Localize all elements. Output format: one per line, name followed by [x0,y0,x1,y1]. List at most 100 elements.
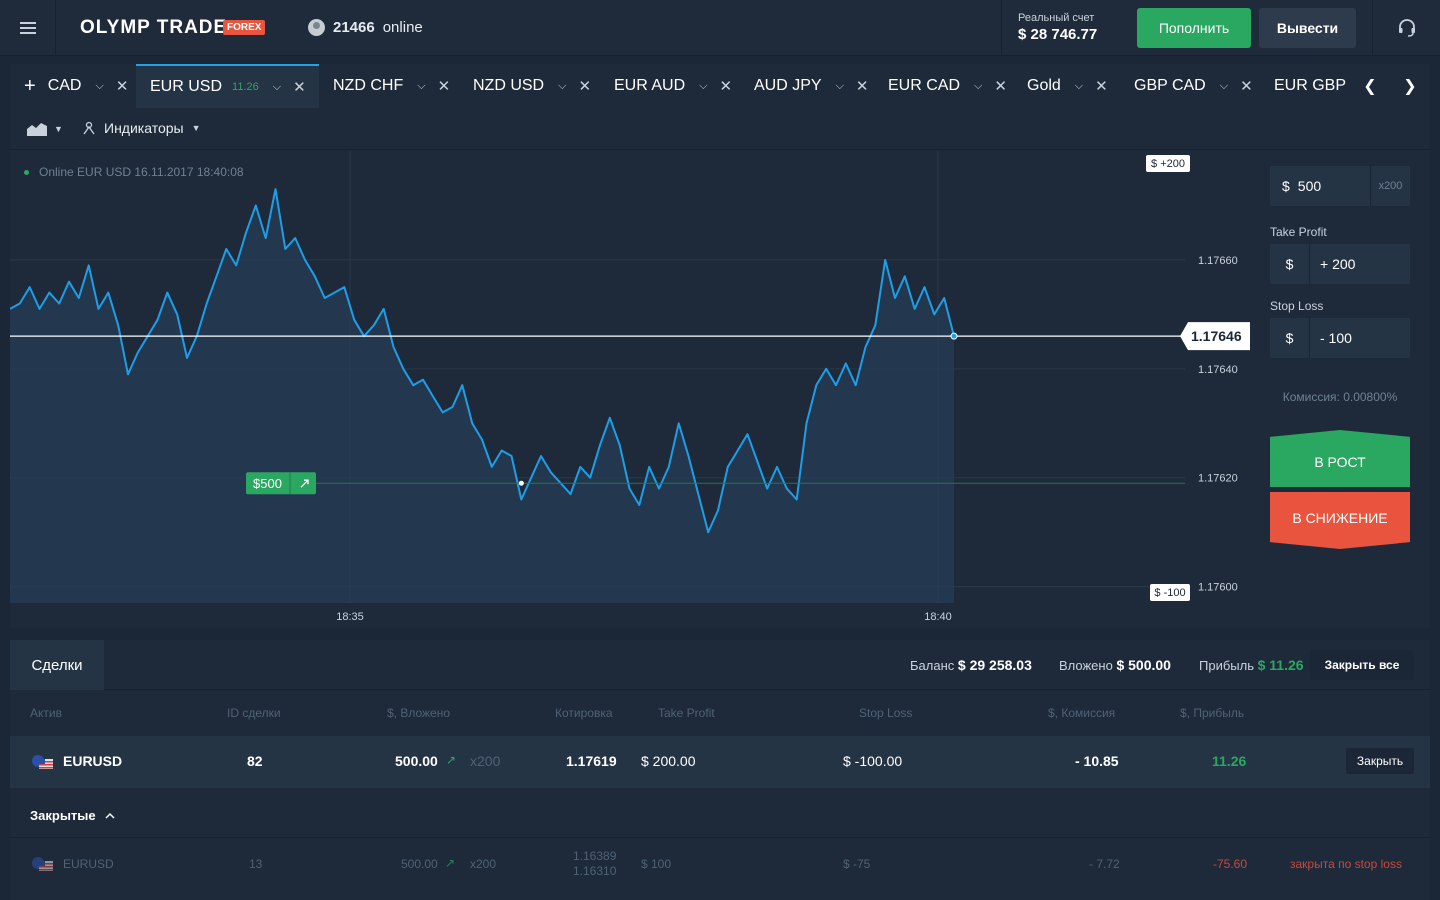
tab-nzd-usd[interactable]: NZD USD ⌵ ✕ [459,64,600,108]
closed-asset: EURUSD [63,857,114,871]
tab-label: CAD [47,77,82,94]
close-icon[interactable]: ✕ [115,78,129,95]
amount-value[interactable]: 500 [1297,178,1322,194]
chevron-down-icon[interactable]: ⌵ [974,79,983,92]
deal-commission: - 10.85 [1075,753,1119,769]
tab-aud-jpy[interactable]: AUD JPY ⌵ ✕ [740,64,874,108]
tab-deals[interactable]: Сделки [10,640,104,690]
profit-label: Прибыль [1199,658,1254,673]
account-selector[interactable]: Реальный счет $ 28 746.77 [1001,0,1121,56]
close-icon[interactable]: ✕ [719,78,733,95]
stop-loss-input[interactable]: $ - 100 [1270,318,1410,358]
tab-nzd-chf[interactable]: NZD CHF ⌵ ✕ [319,64,459,108]
chevron-up-icon [105,812,115,819]
closed-quote-open: 1.16389 [573,849,617,863]
deals-panel: Сделки Баланс $ 29 258.03 Вложено $ 500.… [10,640,1430,900]
closed-deals-toggle[interactable]: Закрытые [10,794,1430,838]
take-profit-input[interactable]: $ + 200 [1270,244,1410,284]
close-icon[interactable]: ✕ [994,78,1007,95]
take-profit-value[interactable]: + 200 [1320,256,1356,272]
table-row[interactable]: EURUSD 13 500.00 ↗ x200 1.16389 1.16310 … [10,838,1430,890]
buy-up-button[interactable]: В РОСТ [1270,430,1410,487]
stop-loss-label: Stop Loss [1270,299,1324,313]
col-stop-loss: Stop Loss [859,706,913,720]
closed-id: 13 [249,857,263,871]
position-tag [246,472,316,495]
withdraw-button[interactable]: Вывести [1259,8,1356,48]
close-icon[interactable]: ✕ [1240,78,1253,95]
chevron-down-icon[interactable]: ⌵ [558,79,567,92]
eurusd-flag-icon [32,755,53,769]
y-tick-label: 1.17640 [1198,364,1238,376]
chart-type-selector[interactable]: ▼ [26,121,63,137]
col-invested: $, Вложено [387,706,451,720]
account-type: Реальный счет [1018,12,1095,24]
chart-online-label: Online EUR USD 16.11.2017 18:40:08 [24,165,244,179]
indicators-button[interactable]: Индикаторы ▼ [82,120,201,136]
invested-stat: Вложено $ 500.00 [1059,657,1171,673]
stop-loss-currency: $ [1270,318,1310,358]
table-row[interactable]: EURUSD 82 500.00 ↗ x200 1.17619 $ 200.00… [10,736,1430,788]
col-take-profit: Take Profit [658,706,715,720]
chevron-down-icon[interactable]: ⌵ [1074,79,1084,92]
stop-loss-tag [1150,584,1190,601]
logo[interactable]: OLYMP TRADE [80,17,228,38]
online-label: online [382,19,423,36]
multiplier-selector[interactable]: x200 [1370,166,1410,206]
chevron-down-icon[interactable]: ⌵ [417,79,426,92]
x-tick-label: 18:35 [336,611,364,623]
chart-panel: ▼ Индикаторы ▼ 1.17660 1.17640 1.17620 1.17… [9,108,1430,628]
balance-value: $ 29 258.03 [957,657,1032,673]
add-tab-icon[interactable]: + [24,74,36,97]
close-icon[interactable]: ✕ [293,79,306,96]
close-icon[interactable]: ✕ [1095,78,1108,95]
tab-label: EUR AUD [614,77,686,94]
deals-header: Сделки Баланс $ 29 258.03 Вложено $ 500.… [10,640,1430,690]
amount-currency: $ [1282,178,1290,194]
arrow-up-right-icon: ↗ [446,753,457,767]
take-profit-tag-label: $ +200 [1151,158,1185,170]
tab-eur-cad[interactable]: EUR CAD ⌵ ✕ [874,64,1013,108]
tab-eur-gbp[interactable]: EUR GBP [1260,64,1350,108]
chevron-down-icon[interactable]: ⌵ [95,79,104,92]
deal-invested: 500.00 [395,753,438,769]
online-count: 21466 [333,19,375,36]
tab-label: GBP CAD [1134,77,1206,94]
commission-label: Комиссия: 0.00800% [1282,390,1398,404]
tab-eur-aud[interactable]: EUR AUD ⌵ ✕ [600,64,740,108]
deal-take-profit: $ 200.00 [641,753,696,769]
tabs-prev-icon[interactable]: ❮ [1350,64,1390,108]
close-deal-button[interactable]: Закрыть [1346,748,1414,774]
account-balance: $ 28 746.77 [1018,26,1098,43]
deposit-button[interactable]: Пополнить [1137,8,1251,48]
sell-down-button[interactable]: В СНИЖЕНИЕ [1270,492,1410,549]
stop-loss-value[interactable]: - 100 [1320,330,1352,346]
chevron-down-icon[interactable]: ⌵ [835,79,844,92]
chart-svg[interactable]: 1.17660 1.17640 1.17620 1.17600 18:35 18:40 $5… [9,151,1260,628]
tab-eur-usd[interactable]: EUR USD 11.26 ⌵ ✕ [136,64,319,108]
close-icon[interactable]: ✕ [578,78,592,95]
amount-input[interactable]: $ 500 x200 [1270,166,1410,206]
chevron-down-icon[interactable]: ⌵ [699,79,708,92]
price-chart[interactable]: 1.17660 1.17640 1.17620 1.17600 18:35 18:40 $5… [9,151,1260,628]
indicator-icon [83,121,95,135]
chevron-down-icon[interactable]: ⌵ [272,80,282,93]
close-all-button[interactable]: Закрыть все [1310,650,1414,680]
closed-take-profit: $ 100 [641,857,672,871]
close-icon[interactable]: ✕ [437,78,451,95]
tab-gbp-cad[interactable]: GBP CAD ⌵ ✕ [1120,64,1260,108]
chevron-down-icon[interactable]: ⌵ [1219,79,1229,92]
col-asset: Актив [30,706,62,720]
menu-icon[interactable] [0,0,56,56]
tab-cad[interactable]: + CAD ⌵ ✕ [10,64,136,108]
closed-profit: -75.60 [1213,857,1248,871]
profit-value: $ 11.26 [1257,657,1304,673]
online-indicator: 21466 online [308,19,423,36]
tab-label: NZD CHF [333,77,404,94]
headset-icon[interactable] [1372,0,1440,56]
tab-gold[interactable]: Gold ⌵ ✕ [1013,64,1120,108]
tabs-next-icon[interactable]: ❯ [1390,64,1430,108]
close-icon[interactable]: ✕ [855,78,869,95]
closed-stop-loss: $ -75 [843,857,871,871]
tab-label: NZD USD [473,77,545,94]
